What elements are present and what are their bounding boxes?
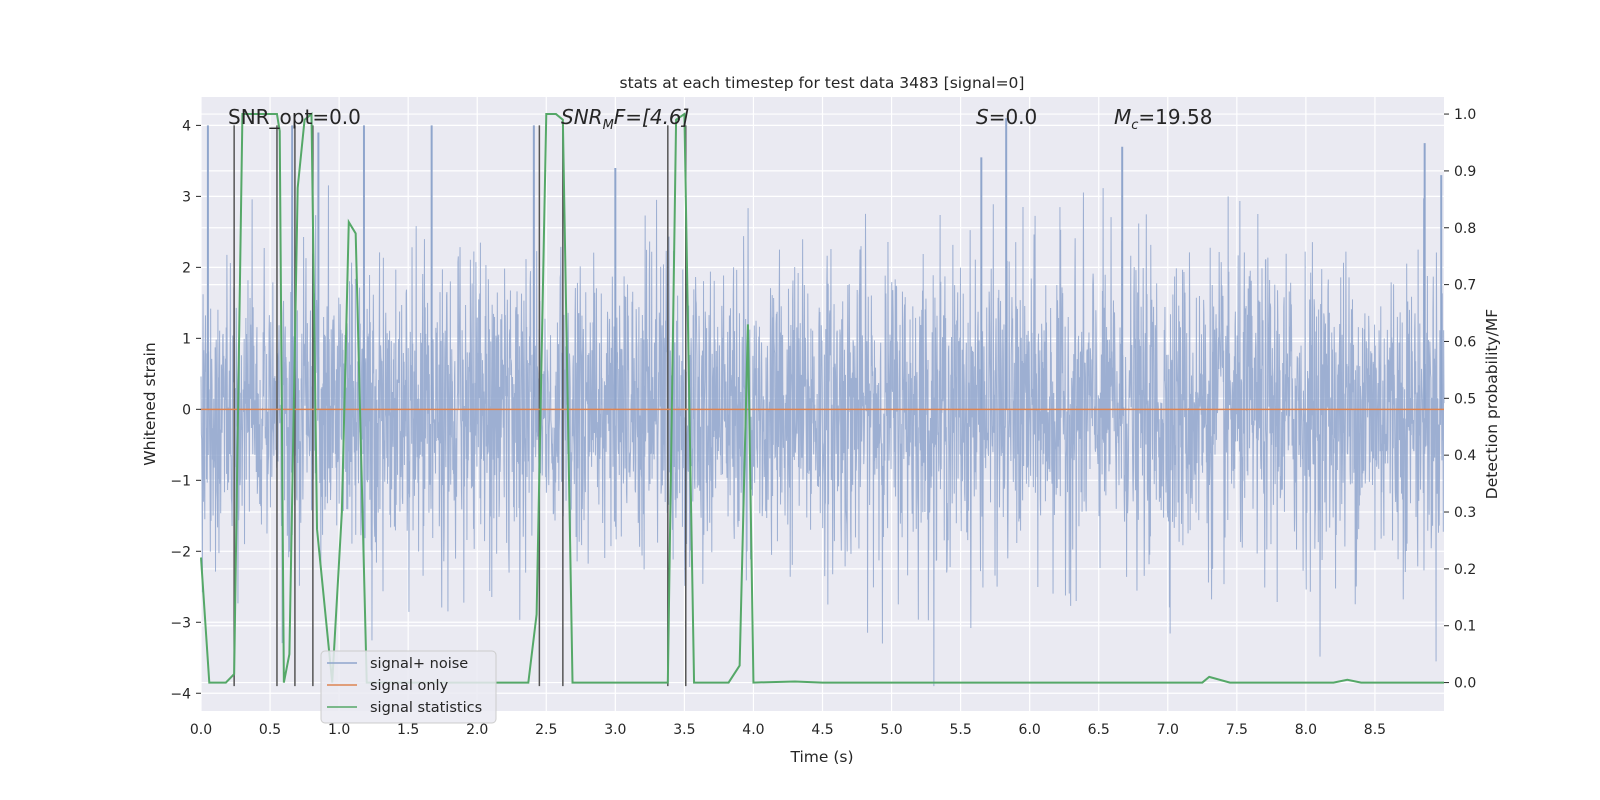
x-tick-label-1: 0.5 — [259, 722, 281, 738]
x-ticks: 0.0 0.5 1.0 1.5 2.0 2.5 3.0 3.5 4.0 4.5 5.0 5.5 6.0 6… — [190, 722, 1386, 738]
y-tick-label-8: 4 — [182, 118, 191, 134]
x-tick-label-5: 2.5 — [535, 722, 557, 738]
x-tick-label-4: 2.0 — [466, 722, 488, 738]
y2-tick-label-9: 0.9 — [1454, 164, 1476, 180]
annotation-s: S=0.0 — [976, 105, 1037, 129]
y2-tick-label-3: 0.3 — [1454, 505, 1476, 521]
x-tick-label-7: 3.5 — [673, 722, 695, 738]
y2-tick-label-4: 0.4 — [1454, 448, 1476, 464]
y-tick-label-0: −4 — [170, 686, 191, 702]
annotation-mc-symbol: M — [1114, 105, 1131, 129]
annotation-snr-mf-value: F=[4.6] — [614, 105, 690, 129]
x-tick-label-17: 8.5 — [1364, 722, 1386, 738]
annotation-s-value: =0.0 — [989, 105, 1038, 129]
series-signal-statistics — [200, 111, 1444, 684]
vertical-lines — [233, 125, 687, 687]
y-tick-label-2: −2 — [170, 544, 191, 560]
annotation-mc: Mc=19.58 — [1114, 105, 1212, 133]
x-tick-label-10: 5.0 — [880, 722, 902, 738]
legend-entry-signal-only: signal only — [370, 678, 449, 694]
chart-title: stats at each timestep for test data 348… — [620, 74, 1025, 92]
y-tick-label-3: −1 — [170, 473, 191, 489]
legend-box — [320, 650, 497, 724]
y2-tick-label-8: 0.8 — [1454, 221, 1476, 237]
x-tick-label-15: 7.5 — [1226, 722, 1248, 738]
y2-tick-label-6: 0.6 — [1454, 334, 1476, 350]
legend-entry-signal-statistics: signal statistics — [370, 700, 482, 716]
y-ticks: −4 −3 −2 −1 0 1 2 3 4 — [170, 118, 201, 702]
x-tick-label-9: 4.5 — [811, 722, 833, 738]
annotation-s-symbol: S — [976, 105, 989, 129]
y-tick-label-1: −3 — [170, 615, 191, 631]
y2-tick-label-0: 0.0 — [1454, 676, 1476, 692]
y2-tick-label-7: 0.7 — [1454, 278, 1476, 294]
x-tick-label-0: 0.0 — [190, 722, 212, 738]
y2-tick-label-5: 0.5 — [1454, 391, 1476, 407]
x-tick-label-2: 1.0 — [328, 722, 350, 738]
x-tick-label-11: 5.5 — [949, 722, 971, 738]
x-tick-label-14: 7.0 — [1157, 722, 1179, 738]
y2-ticks: 0.0 0.1 0.2 0.3 0.4 0.5 0.6 0.7 0.8 0.9 1.0 — [1444, 107, 1476, 692]
y2-tick-label-10: 1.0 — [1454, 107, 1476, 123]
x-tick-label-6: 3.0 — [604, 722, 626, 738]
x-axis-label: Time (s) — [789, 748, 853, 766]
series-signal-noise — [200, 118, 1445, 687]
y-tick-label-7: 3 — [182, 189, 191, 205]
annotation-snr-mf-snr: SNR — [561, 105, 603, 129]
y2-axis-label: Detection probability/MF — [1483, 309, 1501, 500]
y-axis-label: Whitened strain — [141, 342, 159, 465]
y-tick-label-6: 2 — [182, 260, 191, 276]
x-tick-label-8: 4.0 — [742, 722, 764, 738]
y-tick-label-5: 1 — [182, 331, 191, 347]
y2-tick-label-1: 0.1 — [1454, 619, 1476, 635]
annotation-snr-mf: SNRMF=[4.6] — [561, 105, 689, 133]
annotation-mc-value: =19.58 — [1138, 105, 1212, 129]
y-tick-label-4: 0 — [182, 402, 191, 418]
signal-statistics-line — [200, 111, 1444, 684]
annotation-snr-mf-sub: M — [603, 118, 614, 133]
annotation-snr-opt: SNR_opt=0.0 — [228, 105, 361, 129]
annotation-mc-sub: c — [1131, 118, 1138, 133]
x-tick-label-13: 6.5 — [1088, 722, 1110, 738]
signal-noise-line — [200, 185, 1445, 687]
x-tick-label-16: 8.0 — [1295, 722, 1317, 738]
x-tick-label-12: 6.0 — [1019, 722, 1041, 738]
x-tick-label-3: 1.5 — [397, 722, 419, 738]
y2-tick-label-2: 0.2 — [1454, 562, 1476, 578]
legend-entry-signal-noise: signal+ noise — [370, 656, 468, 672]
legend: signal+ noise signal only signal statist… — [320, 650, 497, 724]
